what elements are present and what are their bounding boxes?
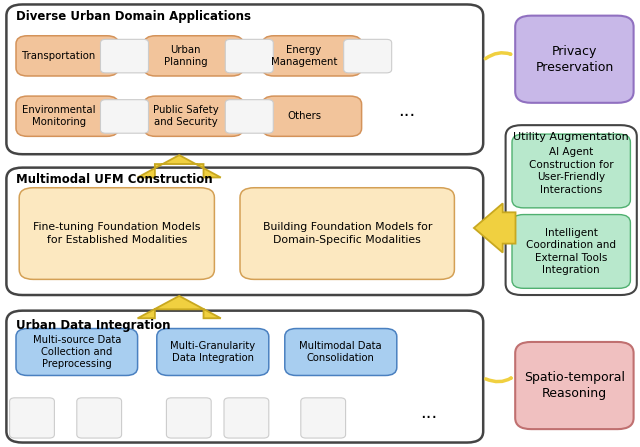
FancyBboxPatch shape: [262, 36, 362, 76]
FancyBboxPatch shape: [225, 100, 273, 133]
FancyBboxPatch shape: [157, 329, 269, 375]
FancyBboxPatch shape: [100, 100, 148, 133]
FancyBboxPatch shape: [240, 188, 454, 279]
FancyBboxPatch shape: [77, 398, 122, 438]
FancyBboxPatch shape: [10, 398, 54, 438]
Text: Privacy
Preservation: Privacy Preservation: [535, 45, 614, 74]
Polygon shape: [138, 155, 221, 177]
FancyArrowPatch shape: [485, 53, 511, 59]
Text: Utility Augmentation: Utility Augmentation: [513, 132, 629, 142]
FancyBboxPatch shape: [262, 96, 362, 136]
FancyBboxPatch shape: [100, 39, 148, 73]
FancyBboxPatch shape: [515, 342, 634, 429]
Text: Multi-Granularity
Data Integration: Multi-Granularity Data Integration: [170, 341, 255, 363]
FancyBboxPatch shape: [515, 16, 634, 103]
FancyBboxPatch shape: [6, 168, 483, 295]
Text: Diverse Urban Domain Applications: Diverse Urban Domain Applications: [16, 10, 251, 23]
Text: Others: Others: [287, 111, 321, 121]
Text: ···: ···: [420, 409, 437, 427]
FancyBboxPatch shape: [506, 125, 637, 295]
FancyBboxPatch shape: [6, 311, 483, 443]
Text: Multimodal UFM Construction: Multimodal UFM Construction: [16, 173, 212, 186]
Text: Fine-tuning Foundation Models
for Established Modalities: Fine-tuning Foundation Models for Establ…: [33, 222, 200, 245]
Text: Building Foundation Models for
Domain-Specific Modalities: Building Foundation Models for Domain-Sp…: [262, 222, 432, 245]
Text: Environmental
Monitoring: Environmental Monitoring: [22, 105, 96, 127]
FancyBboxPatch shape: [512, 215, 630, 288]
FancyBboxPatch shape: [16, 36, 118, 76]
Text: Urban
Planning: Urban Planning: [164, 45, 207, 67]
Polygon shape: [138, 296, 221, 318]
Text: Energy
Management: Energy Management: [271, 45, 337, 67]
FancyBboxPatch shape: [344, 39, 392, 73]
Text: Multi-source Data
Collection and
Preprocessing: Multi-source Data Collection and Preproc…: [33, 335, 121, 369]
Text: AI Agent
Construction for
User-Friendly
Interactions: AI Agent Construction for User-Friendly …: [529, 148, 614, 194]
Text: Public Safety
and Security: Public Safety and Security: [153, 105, 218, 127]
Text: Transportation: Transportation: [22, 51, 95, 61]
Text: Urban Data Integration: Urban Data Integration: [16, 319, 170, 332]
Text: Multimodal Data
Consolidation: Multimodal Data Consolidation: [300, 341, 382, 363]
FancyBboxPatch shape: [512, 134, 630, 208]
FancyArrowPatch shape: [486, 378, 511, 382]
Text: Intelligent
Coordination and
External Tools
Integration: Intelligent Coordination and External To…: [526, 228, 616, 275]
FancyBboxPatch shape: [144, 96, 243, 136]
FancyBboxPatch shape: [16, 96, 118, 136]
Text: ···: ···: [398, 107, 415, 125]
FancyBboxPatch shape: [224, 398, 269, 438]
FancyBboxPatch shape: [301, 398, 346, 438]
FancyBboxPatch shape: [16, 329, 138, 375]
Text: Spatio-temporal
Reasoning: Spatio-temporal Reasoning: [524, 371, 625, 400]
FancyBboxPatch shape: [225, 39, 273, 73]
FancyBboxPatch shape: [285, 329, 397, 375]
FancyBboxPatch shape: [144, 36, 243, 76]
FancyBboxPatch shape: [6, 4, 483, 154]
FancyBboxPatch shape: [19, 188, 214, 279]
Polygon shape: [474, 203, 516, 253]
FancyBboxPatch shape: [166, 398, 211, 438]
